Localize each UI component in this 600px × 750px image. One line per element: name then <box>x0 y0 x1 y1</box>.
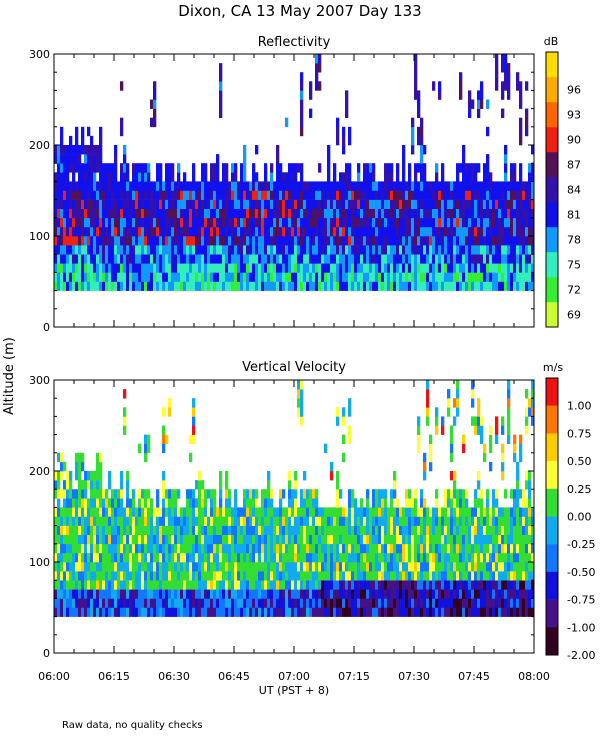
colorbar-label: 75 <box>567 259 581 272</box>
x-tick-label: 06:00 <box>38 670 70 683</box>
colorbar-frame <box>545 51 559 328</box>
colorbar-swatch <box>546 461 558 489</box>
colorbar-swatch <box>546 177 558 203</box>
velocity-title: Vertical Velocity <box>242 360 346 375</box>
colorbar-label: -0.25 <box>567 538 595 551</box>
colorbar-swatch <box>546 102 558 128</box>
colorbar-swatch <box>546 152 558 178</box>
colorbar-swatch <box>546 433 558 462</box>
y-tick-label: 100 <box>29 556 50 569</box>
colorbar-swatch <box>546 302 558 328</box>
x-tick-label: 06:15 <box>98 670 130 683</box>
x-axis-label: UT (PST + 8) <box>259 684 329 697</box>
y-tick-label: 0 <box>43 647 50 660</box>
colorbar-swatch <box>546 544 558 573</box>
figure-title: Dixon, CA 13 May 2007 Day 133 <box>178 2 421 20</box>
y-axis-label: Altitude (m) <box>2 337 17 415</box>
y-tick-label: 100 <box>29 230 50 243</box>
y-tick-label: 300 <box>29 48 50 61</box>
colorbar-label: -0.75 <box>567 594 595 607</box>
reflectivity-colorbar: 69 72 75 78 81 84 87 90 93 96 <box>545 51 581 328</box>
colorbar-swatch <box>546 77 558 103</box>
x-tick-label: 07:30 <box>398 670 430 683</box>
colorbar-swatch <box>546 52 558 78</box>
colorbar-label: -0.50 <box>567 566 595 579</box>
colorbar-label: 81 <box>567 209 581 222</box>
colorbar-label: 0.75 <box>567 427 592 440</box>
colorbar-label: 0.00 <box>567 511 592 524</box>
colorbar-label: -1.00 <box>567 621 595 634</box>
colorbar-swatch <box>546 599 558 628</box>
x-tick-label: 06:45 <box>218 670 250 683</box>
x-tick-label: 07:45 <box>458 670 490 683</box>
colorbar-swatch <box>546 277 558 303</box>
colorbar-swatch <box>546 571 558 600</box>
colorbar-label: 1.00 <box>567 400 592 413</box>
x-tick-label: 08:00 <box>518 670 550 683</box>
colorbar-label: 0.25 <box>567 483 592 496</box>
colorbar-label: 78 <box>567 234 581 247</box>
colorbar-swatch <box>546 627 558 656</box>
x-tick-label: 06:30 <box>158 670 190 683</box>
colorbar-label: 69 <box>567 309 581 322</box>
colorbar-label: 72 <box>567 284 581 297</box>
x-tick-label: 07:00 <box>278 670 310 683</box>
velocity-units: m/s <box>543 361 563 374</box>
heatmap-cells <box>54 380 535 617</box>
colorbar-label: 84 <box>567 184 581 197</box>
velocity-colorbar: 1.00 0.75 0.50 0.25 0.00 -0.25 -0.50 -0.75 -1.00… <box>545 377 595 662</box>
velocity-panel: 0 100 200 300 <box>29 374 535 660</box>
colorbar-label: -2.00 <box>567 649 595 662</box>
reflectivity-units: dB <box>544 35 559 48</box>
colorbar-label: 87 <box>567 159 581 172</box>
y-tick-label: 300 <box>29 374 50 387</box>
colorbar-swatch <box>546 405 558 434</box>
x-tick-labels: 06:00 06:15 06:30 06:45 07:00 07:15 07:30 07:45… <box>38 670 550 683</box>
colorbar-swatch <box>546 227 558 253</box>
x-tick-label: 07:15 <box>338 670 370 683</box>
colorbar-swatch <box>546 127 558 153</box>
colorbar-frame <box>545 377 559 656</box>
colorbar-label: 93 <box>567 109 581 122</box>
heatmap-cells <box>54 54 535 291</box>
colorbar-swatch <box>546 202 558 228</box>
colorbar-label: 90 <box>567 134 581 147</box>
y-tick-label: 200 <box>29 139 50 152</box>
colorbar-swatch <box>546 252 558 278</box>
colorbar-label: 96 <box>567 84 581 97</box>
colorbar-label: 0.50 <box>567 455 592 468</box>
reflectivity-title: Reflectivity <box>258 35 331 50</box>
footer-note: Raw data, no quality checks <box>62 720 203 731</box>
y-tick-label: 200 <box>29 465 50 478</box>
colorbar-swatch <box>546 378 558 406</box>
colorbar-swatch <box>546 516 558 545</box>
reflectivity-panel: 0 100 200 300 <box>29 48 535 334</box>
colorbar-swatch <box>546 488 558 517</box>
y-tick-label: 0 <box>43 321 50 334</box>
